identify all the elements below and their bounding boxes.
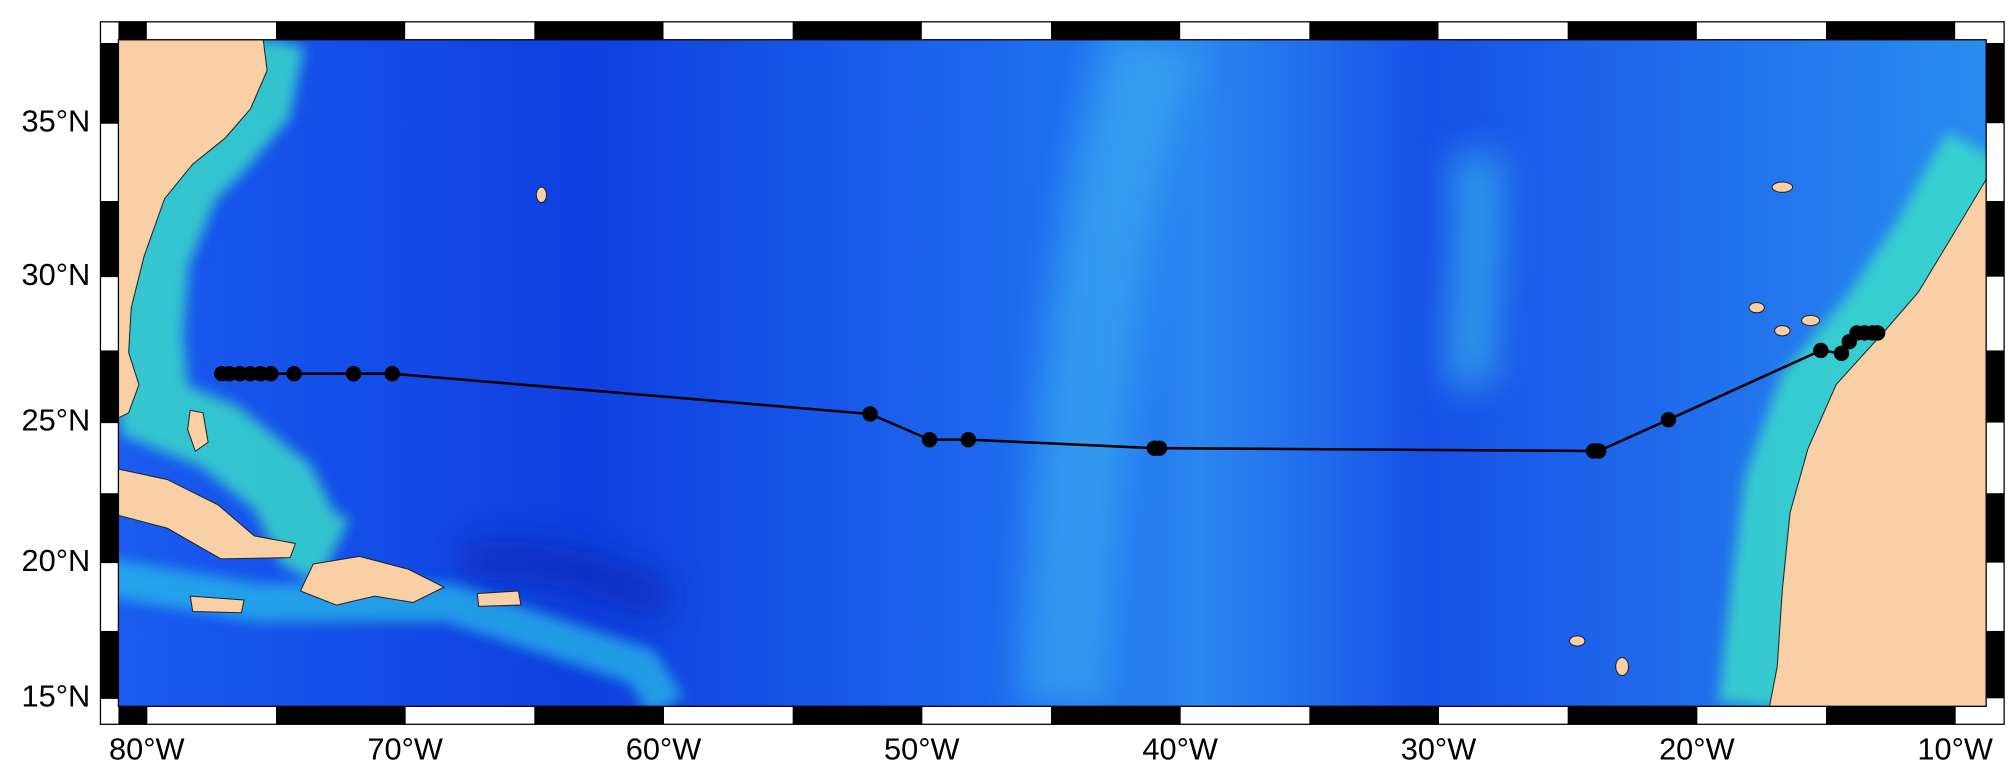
frame-block [1986,201,2004,277]
frame-block [793,706,922,724]
track-point [1813,343,1828,358]
track-point [1661,412,1676,427]
map: 80°W 70°W 60°W 50°W 40°W 30°W 20°W 10°W 15°N 20°N… [0,0,2011,773]
frame-block [100,631,118,698]
x-tick-label: 20°W [1659,731,1735,766]
y-tick-label: 30°N [21,257,90,292]
frame-block [534,22,663,40]
x-tick-label: 60°W [626,731,702,766]
frame-block [276,22,405,40]
land-island [1775,326,1790,336]
frame-block [1309,706,1438,724]
frame-block [1986,43,2004,123]
land-puerto-rico [477,591,521,606]
frame-block [100,201,118,277]
y-tick-label: 15°N [21,678,90,713]
track-point [1591,443,1606,458]
y-tick-label: 25°N [21,403,90,438]
frame-block [1568,22,1697,40]
frame-block [1826,22,1955,40]
land-island [1616,658,1629,676]
frame-block [118,706,146,724]
track-point [862,406,877,421]
frame-block [1986,350,2004,422]
track-point [286,366,301,381]
track-point [346,366,361,381]
track-point [385,366,400,381]
land-island [536,187,546,202]
frame-block [1986,493,2004,562]
land-island [1570,636,1585,646]
x-tick-label: 10°W [1917,731,1993,766]
y-tick-label: 35°N [21,103,90,138]
x-tick-label: 30°W [1401,731,1477,766]
frame-block [100,493,118,562]
frame-block [118,22,146,40]
x-tick-label: 40°W [1142,731,1218,766]
x-tick-label: 50°W [884,731,960,766]
land-island [1772,182,1793,192]
track-point [263,366,278,381]
frame-block [793,22,922,40]
frame-block [1051,22,1180,40]
land-island [1802,315,1820,325]
frame-block [1309,22,1438,40]
frame-block [1568,706,1697,724]
page: {"chart_data": {"type": "map", "x": [-77… [0,0,2011,773]
x-tick-label: 80°W [109,731,185,766]
land-island [1749,303,1764,313]
track-point [922,432,937,447]
y-tick-label: 20°N [21,543,90,578]
track-point [1870,325,1885,340]
track-point [1152,440,1167,455]
frame-block [534,706,663,724]
frame-block [100,43,118,123]
frame-block [1986,631,2004,698]
track-point [961,432,976,447]
frame-block [1826,706,1955,724]
frame-block [276,706,405,724]
frame-block [1051,706,1180,724]
x-tick-label: 70°W [367,731,443,766]
frame-block [100,350,118,422]
